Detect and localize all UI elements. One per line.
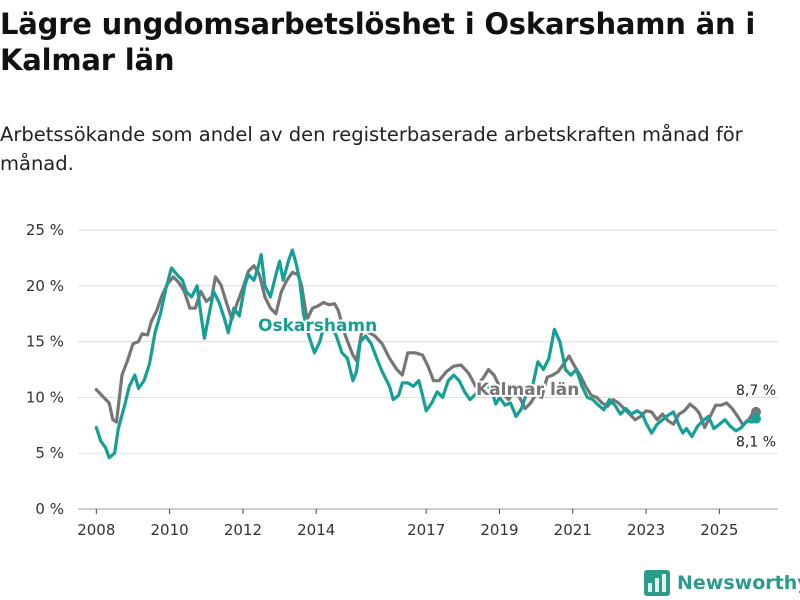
end-point-oskarshamn [751,413,762,424]
series-label-oskarshamn: Oskarshamn [258,316,377,336]
x-tick-label: 2010 [151,521,189,539]
x-tick-label: 2025 [700,521,738,539]
x-tick-label: 2012 [224,521,262,539]
chart-subtitle: Arbetssökande som andel av den registerb… [0,123,743,175]
end-label-oskarshamn: 8,1 % [736,435,776,451]
brand-name: Newsworthy [677,572,800,594]
chart-title: Lägre ungdomsarbetslöshet i Oskarshamn ä… [0,7,756,77]
series-label-kalmar: Kalmar län [476,380,579,400]
y-tick-label: 25 % [26,221,64,239]
x-axis: 0 % 5 % 10 % 15 % 20 % 25 % 2008 2010 2012 2014 20… [26,221,739,539]
series-line-kalmar-l-n [94,264,758,430]
series-lines [94,248,758,460]
y-tick-label: 10 % [26,388,64,406]
y-tick-label: 5 % [35,444,64,462]
x-tick-label: 2017 [407,521,445,539]
y-tick-label: 15 % [26,333,64,351]
x-tick-label: 2008 [77,521,115,539]
brand-logo: Newsworthy [644,568,800,598]
x-tick-label: 2014 [297,521,335,539]
x-tick-label: 2021 [554,521,592,539]
x-tick-label: 2019 [480,521,518,539]
series-labels: Oskarshamn Kalmar län 8,7 % 8,1 % [256,314,778,452]
x-tick-label: 2023 [627,521,665,539]
y-tick-label: 20 % [26,277,64,295]
bar-chart-icon [644,570,670,596]
y-tick-label: 0 % [35,500,64,518]
grid-lines [78,229,778,510]
series-line-oskarshamn [94,248,758,460]
end-label-kalmar: 8,7 % [736,383,776,399]
